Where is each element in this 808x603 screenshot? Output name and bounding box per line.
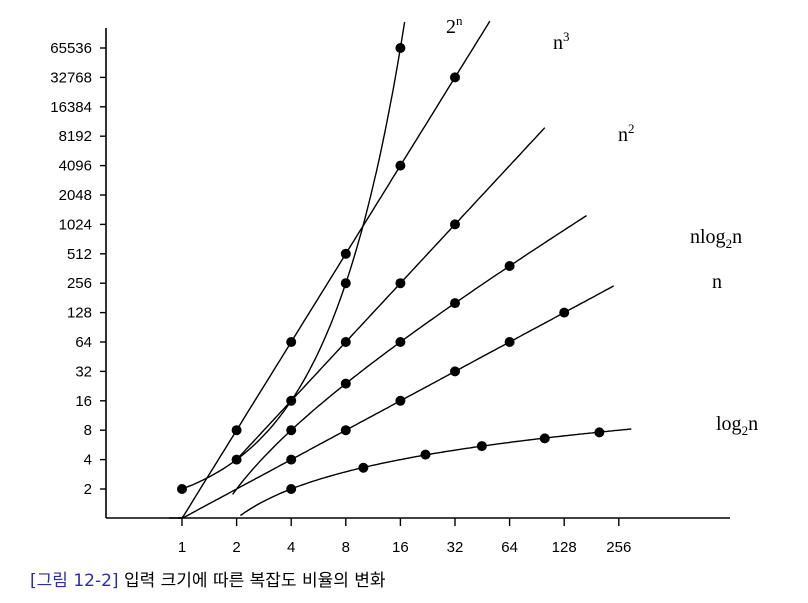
figure-caption: [그림 12-2] 입력 크기에 따른 복잡도 비율의 변화	[30, 566, 386, 591]
series-label-n2: n2	[618, 121, 635, 146]
data-point-n3	[177, 484, 187, 494]
data-point-nlog2n	[504, 261, 515, 272]
x-tick-label: 16	[392, 539, 409, 556]
x-tick-label: 32	[447, 539, 464, 556]
data-point-n	[340, 425, 351, 436]
x-tick-label: 1	[178, 539, 186, 556]
series-line-n2	[234, 127, 546, 463]
x-tick-label: 64	[501, 539, 518, 556]
data-point-n	[450, 366, 460, 377]
series-label-log2n: log2n	[716, 413, 758, 438]
data-point-log2n	[594, 427, 605, 438]
data-point-n3	[286, 337, 297, 347]
data-point-n	[559, 307, 570, 318]
data-point-n3	[340, 248, 351, 259]
series-line-n3	[169, 20, 491, 519]
y-tick-label: 512	[67, 246, 92, 263]
data-point-n3	[450, 72, 460, 83]
x-tick-label: 4	[287, 539, 295, 556]
data-point-n	[504, 337, 515, 347]
data-point-n2	[450, 219, 460, 230]
y-tick-label: 64	[75, 334, 92, 351]
y-tick-label: 2048	[59, 187, 92, 204]
data-point-n2	[395, 278, 406, 289]
data-point-log2n	[286, 484, 297, 494]
x-tick-label: 8	[342, 539, 350, 556]
data-point-log2n	[539, 433, 550, 444]
y-tick-label: 16384	[50, 99, 92, 116]
y-tick-label: 8	[84, 422, 92, 439]
y-tick-label: 4	[84, 452, 92, 469]
series-line-n	[178, 285, 615, 519]
data-point-n	[395, 395, 406, 406]
data-point-n2	[340, 337, 351, 347]
data-point-nlog2n	[286, 425, 297, 436]
complexity-chart: 2481632641282565121024204840968192163843…	[50, 13, 758, 556]
series-line-2n	[181, 21, 406, 490]
data-point-n3	[395, 160, 406, 171]
figure-caption-text: 입력 크기에 따른 복잡도 비율의 변화	[123, 571, 386, 591]
data-point-n3	[231, 425, 242, 436]
data-point-2n	[286, 395, 297, 406]
series-label-nlog2n: nlog2n	[690, 226, 742, 251]
data-point-log2n	[358, 462, 369, 473]
series-label-n3: n3	[553, 29, 570, 54]
data-point-log2n	[420, 449, 431, 460]
x-tick-label: 256	[606, 539, 631, 556]
y-tick-label: 2	[84, 481, 92, 498]
chart-series-labels: log2n n nlog2n n2 n3 2n	[446, 13, 758, 438]
data-point-2n	[231, 454, 242, 465]
data-point-2n	[395, 43, 406, 53]
data-point-log2n	[476, 441, 487, 452]
series-label-n: n	[712, 271, 722, 293]
series-label-2n: 2n	[446, 13, 463, 38]
data-point-nlog2n	[340, 378, 351, 389]
y-tick-label: 1024	[59, 216, 92, 233]
data-point-nlog2n	[395, 337, 406, 347]
chart-axes: 2481632641282565121024204840968192163843…	[50, 28, 730, 556]
data-point-2n	[340, 278, 351, 289]
data-point-nlog2n	[450, 298, 460, 309]
y-tick-label: 32	[75, 363, 92, 380]
x-tick-label: 128	[552, 539, 577, 556]
y-tick-label: 32768	[50, 69, 92, 86]
x-tick-label: 2	[232, 539, 240, 556]
series-line-nlog2n	[232, 215, 587, 495]
y-tick-label: 128	[67, 305, 92, 322]
series-line-log2n	[240, 428, 632, 517]
data-point-n	[286, 454, 297, 465]
figure-tag: [그림 12-2]	[30, 571, 119, 591]
y-tick-label: 4096	[59, 158, 92, 175]
y-tick-label: 16	[75, 393, 92, 410]
y-tick-label: 65536	[50, 40, 92, 57]
y-tick-label: 8192	[59, 128, 92, 145]
chart-curves	[169, 20, 632, 519]
chart-points	[177, 43, 605, 494]
y-tick-label: 256	[67, 275, 92, 292]
